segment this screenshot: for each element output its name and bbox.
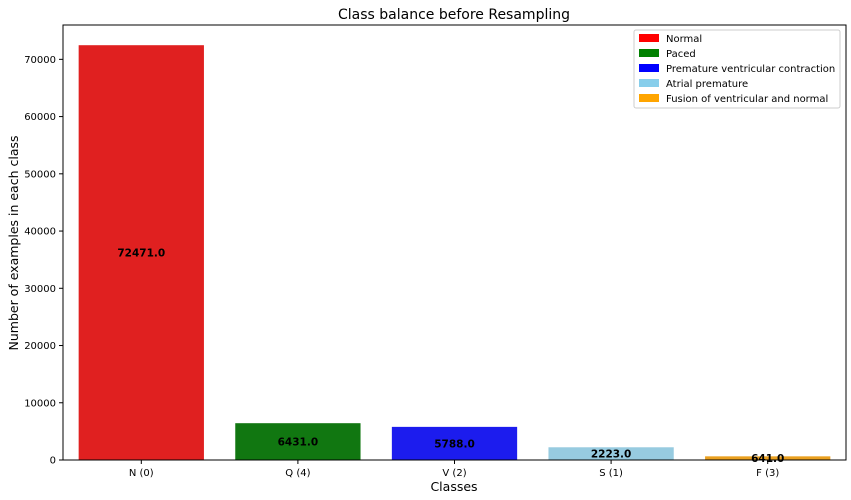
y-axis-label: Number of examples in each class xyxy=(6,135,21,350)
x-tick-label: V (2) xyxy=(442,468,466,479)
bar xyxy=(235,423,361,460)
x-tick-label: N (0) xyxy=(129,468,154,479)
bar xyxy=(78,45,204,460)
x-axis-ticks: N (0) Q (4) V (2) S (1) F (3) xyxy=(129,460,779,479)
legend-swatch xyxy=(639,79,659,87)
y-axis-ticks: 0 10000 20000 30000 40000 50000 60000 70000 xyxy=(24,55,63,467)
bar-data-label: 641.0 xyxy=(751,453,784,465)
x-tick-label: F (3) xyxy=(756,468,779,479)
legend-swatch xyxy=(639,94,659,102)
chart-title: Class balance before Resampling xyxy=(338,7,570,23)
legend-label: Normal xyxy=(666,34,702,45)
legend-box xyxy=(633,29,841,109)
legend: Normal Paced Premature ventricular contrac… xyxy=(633,29,841,109)
bar xyxy=(391,426,518,460)
bar-data-label: 6431.0 xyxy=(278,437,319,449)
legend-swatch xyxy=(639,64,659,72)
bar-labels-group: 72471.0 6431.0 5788.0 2223.0 641.0 xyxy=(117,248,784,466)
bar xyxy=(705,456,831,460)
bar-data-label: 5788.0 xyxy=(434,438,475,450)
y-tick-label: 60000 xyxy=(24,112,56,123)
x-tick-label: Q (4) xyxy=(285,468,310,479)
legend-label: Fusion of ventricular and normal xyxy=(666,94,828,105)
y-tick-label: 20000 xyxy=(24,341,56,352)
y-tick-label: 50000 xyxy=(24,169,56,180)
y-tick-label: 30000 xyxy=(24,284,56,295)
y-tick-label: 40000 xyxy=(24,227,56,238)
legend-swatch xyxy=(639,34,659,42)
bars-group xyxy=(78,45,831,460)
bar-data-label: 2223.0 xyxy=(591,449,632,461)
legend-label: Paced xyxy=(666,49,696,60)
bar-data-label: 72471.0 xyxy=(117,248,165,260)
y-tick-label: 0 xyxy=(50,456,56,467)
y-tick-label: 10000 xyxy=(24,398,56,409)
legend-label: Atrial premature xyxy=(666,79,748,90)
legend-entries: Normal Paced Premature ventricular contrac… xyxy=(639,34,835,105)
legend-label: Premature ventricular contraction xyxy=(666,64,835,75)
legend-swatch xyxy=(639,49,659,57)
y-tick-label: 70000 xyxy=(24,55,56,66)
x-axis-label: Classes xyxy=(430,479,477,494)
bar xyxy=(548,447,674,460)
x-tick-label: S (1) xyxy=(599,468,623,479)
